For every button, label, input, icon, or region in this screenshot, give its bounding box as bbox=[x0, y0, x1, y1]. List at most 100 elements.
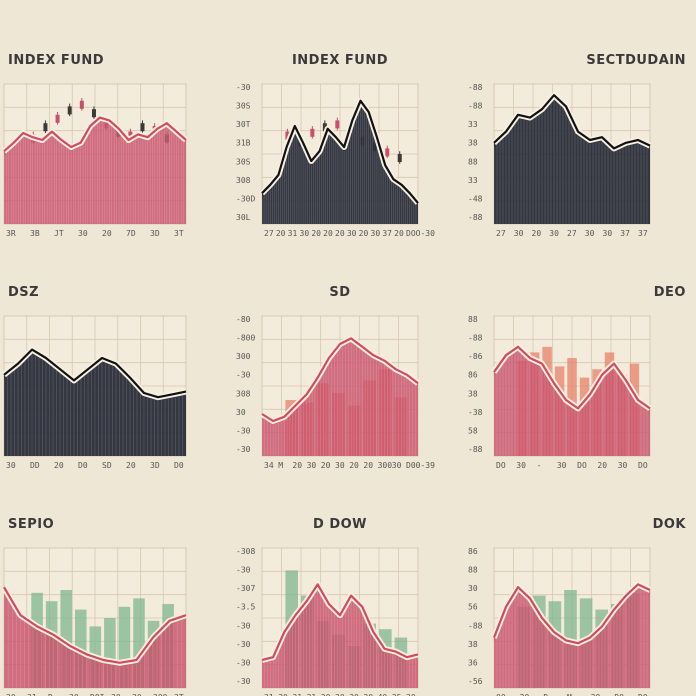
y-tick-label: 31B bbox=[236, 139, 251, 148]
x-tick-label: 3D bbox=[150, 229, 160, 238]
x-tick-label: 20 bbox=[335, 229, 345, 238]
y-tick-label: -30 bbox=[236, 640, 251, 649]
x-tick-label: 20 bbox=[311, 229, 321, 238]
x-tick-label: 30 bbox=[406, 693, 416, 696]
chart-title: INDEX FUND bbox=[8, 53, 104, 68]
x-tick-label: 30 bbox=[557, 461, 567, 470]
x-tick-label: 30 bbox=[347, 229, 357, 238]
x-tick-label: 27 bbox=[567, 229, 577, 238]
y-tick-label: -800 bbox=[236, 334, 255, 343]
y-tick-label: -38 bbox=[468, 408, 483, 417]
overlay-bar bbox=[104, 618, 116, 688]
candle-body bbox=[91, 109, 96, 118]
x-tick-label: 20 bbox=[349, 461, 359, 470]
x-tick-label: 30 bbox=[514, 229, 524, 238]
x-tick-label: 31 bbox=[27, 693, 37, 696]
x-tick-label: D0 bbox=[78, 461, 88, 470]
candle-body bbox=[385, 148, 390, 157]
candle-body bbox=[43, 123, 48, 132]
x-tick-label: DOI bbox=[90, 693, 105, 696]
candle-body bbox=[140, 123, 145, 132]
y-tick-label: -48 bbox=[468, 194, 483, 203]
x-tick-label: 31 bbox=[307, 693, 317, 696]
x-tick-label: 300 bbox=[378, 461, 393, 470]
x-tick-label: 3T bbox=[174, 229, 184, 238]
x-tick-label: 20 bbox=[323, 229, 333, 238]
series-line bbox=[261, 99, 419, 204]
y-tick-label: 38 bbox=[468, 139, 478, 148]
y-tick-label: -30 bbox=[236, 83, 251, 92]
x-tick-label: DD bbox=[30, 461, 40, 470]
chart-title: DEO bbox=[654, 285, 686, 300]
x-tick-label: 30 bbox=[6, 461, 16, 470]
x-tick-label: SD bbox=[102, 461, 112, 470]
candle-body bbox=[55, 114, 60, 123]
x-tick-label: DO bbox=[614, 693, 624, 696]
x-tick-label: DO bbox=[638, 461, 648, 470]
y-tick-label: 30S bbox=[236, 102, 251, 111]
series-line bbox=[3, 586, 187, 664]
y-tick-label: 308 bbox=[236, 176, 251, 185]
x-tick-label: D bbox=[48, 693, 53, 696]
x-tick-label: 3T bbox=[174, 693, 184, 696]
y-tick-label: -30 bbox=[236, 371, 251, 380]
x-tick-label: 20 bbox=[597, 461, 607, 470]
chart-title: DSZ bbox=[8, 285, 39, 300]
x-tick-label: 3B bbox=[30, 229, 40, 238]
chart-title: SD bbox=[329, 285, 350, 300]
x-tick-label: 20 bbox=[321, 461, 331, 470]
x-tick-label: 30 bbox=[371, 229, 381, 238]
x-tick-label: JT bbox=[54, 229, 64, 238]
chart-panel: DSZ 30 DD 20 D0 SD 20 3D D0 bbox=[2, 285, 187, 470]
y-tick-label: -80 bbox=[236, 315, 251, 324]
y-tick-label: -88 bbox=[468, 102, 483, 111]
candle-body bbox=[310, 128, 315, 137]
y-tick-label: 30 bbox=[236, 408, 246, 417]
x-tick-label: 37 bbox=[382, 229, 392, 238]
x-tick-label: 20 bbox=[394, 229, 404, 238]
y-tick-label: 88 bbox=[468, 157, 478, 166]
x-tick-label: 30 bbox=[363, 693, 373, 696]
x-tick-label: 31 bbox=[288, 229, 298, 238]
x-tick-label: 20 bbox=[520, 693, 530, 696]
x-tick-label: 20 bbox=[292, 461, 302, 470]
y-tick-label: 300 bbox=[236, 352, 251, 361]
x-tick-label: 30 bbox=[78, 229, 88, 238]
x-tick-label: D bbox=[543, 693, 548, 696]
y-tick-label: -88 bbox=[468, 83, 483, 92]
x-tick-label: 30 bbox=[132, 693, 142, 696]
x-tick-label: 20 bbox=[276, 229, 286, 238]
series-area bbox=[262, 338, 418, 456]
y-tick-label: 30L bbox=[236, 213, 251, 222]
x-tick-label: 30 bbox=[349, 693, 359, 696]
x-tick-label: D00-39 bbox=[406, 461, 435, 470]
x-tick-label: 31 bbox=[264, 693, 274, 696]
y-tick-label: -3.5 bbox=[236, 603, 255, 612]
x-tick-label: 35 bbox=[392, 693, 402, 696]
series-line bbox=[261, 337, 419, 423]
chart-panel: D DOW -308 -30 -307 -3.5 -30 -30 -30 -30 31 30 31 31… bbox=[236, 517, 419, 696]
x-tick-label: 40 bbox=[378, 693, 388, 696]
x-tick-label: 7D bbox=[126, 229, 136, 238]
chart-title: DOK bbox=[653, 517, 687, 532]
y-tick-label: -30 bbox=[236, 621, 251, 630]
x-tick-label: 27 bbox=[264, 229, 274, 238]
series-area bbox=[4, 587, 186, 688]
chart-panel: DEO 88 -88 -86 86 38 -38 58 -88 DO 30 - 30 DO 20 30 DO bbox=[468, 285, 686, 470]
chart-title: SECTDUDAIN bbox=[586, 53, 686, 68]
overlay-bar bbox=[60, 590, 72, 688]
x-tick-label: 37 bbox=[638, 229, 648, 238]
y-tick-label: -30 bbox=[236, 426, 251, 435]
x-tick-label: 20 bbox=[126, 461, 136, 470]
y-tick-label: -30 bbox=[236, 566, 251, 575]
y-tick-label: 30T bbox=[236, 120, 251, 129]
x-tick-label: DOO-30 bbox=[406, 229, 435, 238]
x-tick-label: 20 bbox=[6, 693, 16, 696]
x-tick-label: 20 bbox=[54, 461, 64, 470]
series-area bbox=[494, 95, 650, 224]
chart-title: D DOW bbox=[313, 517, 367, 532]
y-tick-label: 36 bbox=[468, 658, 478, 667]
chart-panel: INDEX FUND 3R 3B JT 30 20 7D 3D 3T bbox=[2, 53, 188, 238]
